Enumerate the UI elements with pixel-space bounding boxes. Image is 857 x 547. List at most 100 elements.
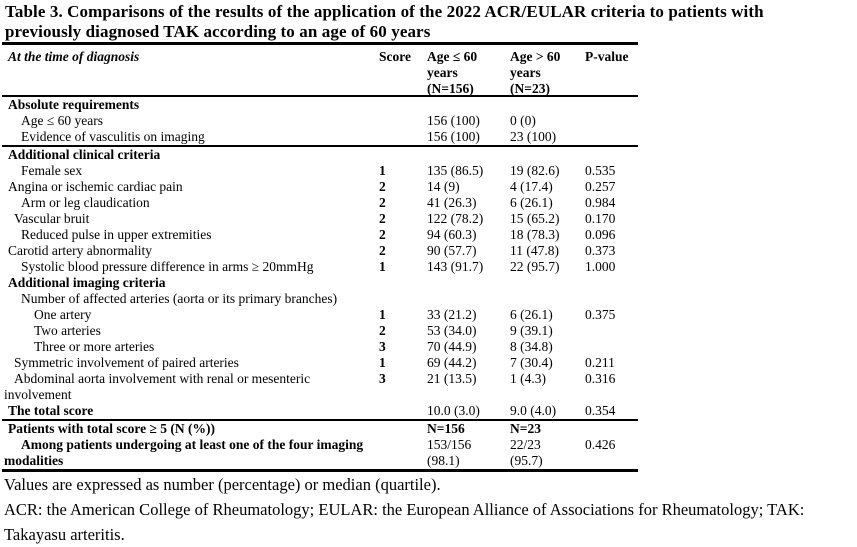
p-value-cell: 0.375 [585,307,616,322]
row-label: One artery [34,307,92,322]
table-row: Vascular bruit 2 122 (78.2) 15 (65.2) 0.170 [2,211,638,227]
age-gt-60-cell: 22/23 (95.7) [510,437,543,468]
age-gt-60-cell: 7 (30.4) [510,355,553,370]
table-rule [2,145,638,147]
score-cell: 2 [379,195,386,210]
score-cell: 2 [379,211,386,226]
p-value-cell: 0.096 [585,227,616,242]
row-label: Female sex [21,163,83,178]
p-value-cell: 0.211 [585,355,615,370]
age-gt-60-cell: 15 (65.2) [510,211,560,226]
column-header-age-gt-60: Age > 60 years (N=23) [510,49,561,96]
age-gt-60-cell: 6 (26.1) [510,307,553,322]
row-label: Patients with total score ≥ 5 (N (%)) [8,421,215,436]
p-value-cell: 0.373 [585,243,616,258]
age-gt-60-cell: 19 (82.6) [510,163,560,178]
age-gt-60-cell: 1 (4.3) [510,371,546,386]
table-row: Among patients undergoing at least one o… [2,437,638,469]
age-gt-60-cell: 9 (39.1) [510,323,553,338]
table-row: Systolic blood pressure difference in ar… [2,259,638,275]
table-row: Evidence of vasculitis on imaging 156 (10… [2,129,638,145]
age-le-60-cell: 41 (26.3) [427,195,477,210]
row-label: Angina or ischemic cardiac pain [8,179,183,194]
table-row: One artery 1 33 (21.2) 6 (26.1) 0.375 [2,307,638,323]
row-label: Abdominal aorta involvement with renal o… [4,371,311,402]
row-label: Two arteries [34,323,101,338]
age-gt-60-cell: 23 (100) [510,129,557,144]
column-header-p-value: P-value [585,49,629,64]
table-row: Reduced pulse in upper extremities 2 94 (6… [2,227,638,243]
score-cell: 3 [379,339,386,354]
table-header-row: At the time of diagnosis Score Age ≤ 60 … [2,45,638,97]
section-header-row: Additional clinical criteria [2,147,638,163]
age-le-60-cell: 14 (9) [427,179,460,194]
table: At the time of diagnosis Score Age ≤ 60 … [2,42,638,472]
p-value-cell: 1.000 [585,259,616,274]
score-cell: 2 [379,227,386,242]
table-row: Carotid artery abnormality 2 90 (57.7) 11 (… [2,243,638,259]
row-label: Three or more arteries [34,339,155,354]
table-row: Two arteries 2 53 (34.0) 9 (39.1) [2,323,638,339]
age-le-60-cell: 10.0 (3.0) [427,403,480,418]
score-cell: 1 [379,163,386,178]
table-row: Number of affected arteries (aorta or it… [2,291,638,307]
age-le-60-cell: 156 (100) [427,113,480,128]
column-header-score: Score [379,49,411,64]
age-gt-60-cell: N=23 [510,421,541,436]
row-label: Vascular bruit [14,211,90,226]
p-value-cell: 0.257 [585,179,616,194]
p-value-cell: 0.426 [585,437,616,452]
p-value-cell: 0.984 [585,195,616,210]
section-header-row: Absolute requirements [2,97,638,113]
age-le-60-cell: 33 (21.2) [427,307,477,322]
age-gt-60-cell: 6 (26.1) [510,195,553,210]
column-header-age-le-60: Age ≤ 60 years (N=156) [427,49,478,96]
score-cell: 1 [379,355,386,370]
table-row: Abdominal aorta involvement with renal o… [2,371,638,403]
table-body: Absolute requirements Age ≤ 60 years 156 (… [2,97,638,469]
age-le-60-cell: 143 (91.7) [427,259,484,274]
row-label: Additional imaging criteria [8,275,166,290]
age-le-60-cell: 21 (13.5) [427,371,477,386]
age-le-60-cell: 122 (78.2) [427,211,484,226]
row-label: Reduced pulse in upper extremities [21,227,212,242]
footnote-values: Values are expressed as number (percenta… [4,475,441,494]
age-le-60-cell: 135 (86.5) [427,163,484,178]
age-le-60-cell: 53 (34.0) [427,323,477,338]
table-row: Angina or ischemic cardiac pain 2 14 (9) 4 … [2,179,638,195]
table-row: Three or more arteries 3 70 (44.9) 8 (34.8) [2,339,638,355]
row-label: Among patients undergoing at least one o… [4,437,364,468]
age-gt-60-cell: 18 (78.3) [510,227,560,242]
age-gt-60-cell: 8 (34.8) [510,339,553,354]
table-row: Symmetric involvement of paired arteries… [2,355,638,371]
row-label: Number of affected arteries (aorta or it… [21,291,338,306]
score-cell: 2 [379,243,386,258]
age-le-60-cell: 94 (60.3) [427,227,477,242]
row-label: Arm or leg claudication [21,195,150,210]
table-rule [2,419,638,421]
row-label: Absolute requirements [8,97,140,112]
p-value-cell: 0.354 [585,403,616,418]
p-value-cell: 0.170 [585,211,616,226]
score-cell: 1 [379,307,386,322]
score-cell: 2 [379,179,386,194]
age-le-60-cell: 153/156 (98.1) [427,437,472,468]
score-cell: 3 [379,371,386,386]
table-row: Female sex 1 135 (86.5) 19 (82.6) 0.535 [2,163,638,179]
age-gt-60-cell: 22 (95.7) [510,259,560,274]
table-row: Patients with total score ≥ 5 (N (%)) N=1… [2,421,638,437]
age-le-60-cell: N=156 [427,421,465,436]
score-cell: 1 [379,259,386,274]
p-value-cell: 0.535 [585,163,616,178]
row-label: Systolic blood pressure difference in ar… [21,259,314,274]
column-header-diagnosis: At the time of diagnosis [8,49,140,64]
age-le-60-cell: 69 (44.2) [427,355,477,370]
row-label: Symmetric involvement of paired arteries [14,355,239,370]
section-header-row: Additional imaging criteria [2,275,638,291]
table-footnotes: Values are expressed as number (percenta… [4,472,856,547]
footnote-abbreviations: ACR: the American College of Rheumatolog… [4,500,805,544]
table-row: Arm or leg claudication 2 41 (26.3) 6 (26.1… [2,195,638,211]
table-title: Table 3. Comparisons of the results of t… [5,2,764,41]
row-label: Carotid artery abnormality [8,243,152,258]
